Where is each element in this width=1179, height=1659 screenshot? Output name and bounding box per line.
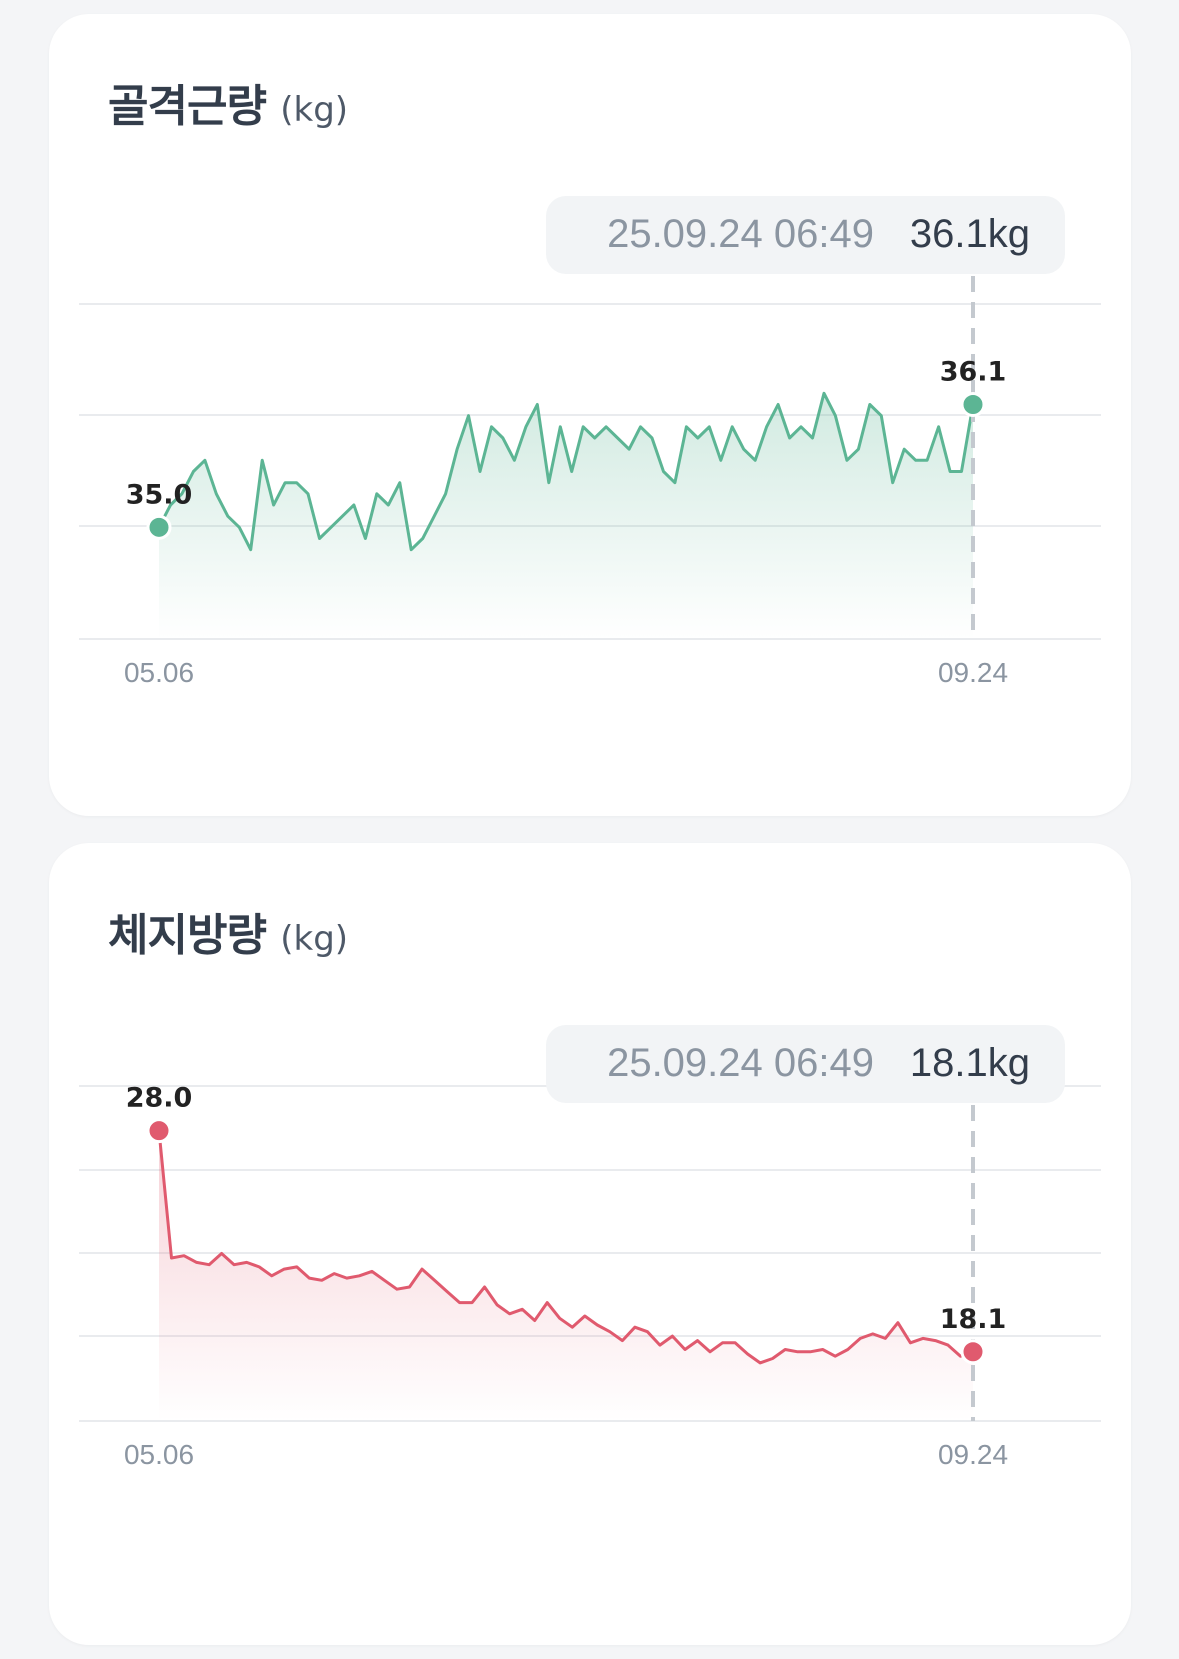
card-unit: (kg) [280,90,349,130]
series-line [157,391,975,552]
tooltip-datetime: 25.09.24 06:49 [607,212,874,256]
x-tick-label: 09.24 [938,657,1008,688]
start-point[interactable] [146,514,172,540]
end-point[interactable] [960,392,986,417]
series-line [157,1130,974,1365]
card-title: 체지방량 (kg) [108,910,349,961]
x-tick-label: 05.06 [124,1439,194,1470]
card-unit: (kg) [280,919,349,959]
body-fat-card: 체지방량 (kg) 28.0 18.1 05.06 09.24 25.09.24 06… [49,843,1131,1645]
start-point[interactable] [146,1118,172,1144]
value-tooltip: 25.09.24 06:49 36.1kg [546,196,1065,274]
end-value-label: 36.1 [940,357,1007,388]
series-area [159,1130,973,1421]
series-area [159,393,973,639]
end-value-label: 18.1 [940,1304,1007,1335]
skeletal-muscle-chart[interactable]: 35.0 36.1 05.06 09.24 [49,14,1131,816]
start-value-label: 28.0 [126,1083,193,1114]
value-tooltip: 25.09.24 06:49 18.1kg [546,1025,1065,1103]
start-value-label: 35.0 [126,479,193,510]
x-tick-label: 05.06 [124,657,194,688]
tooltip-value: 18.1kg [909,1041,1030,1085]
x-tick-label: 09.24 [938,1439,1008,1470]
end-point[interactable] [960,1339,986,1365]
body-fat-chart[interactable]: 28.0 18.1 05.06 09.24 [49,843,1131,1645]
card-title: 골격근량 (kg) [108,81,349,132]
tooltip-value: 36.1kg [909,212,1030,256]
skeletal-muscle-card: 골격근량 (kg) 35.0 36.1 05.06 09.24 25.09.24 06… [49,14,1131,816]
tooltip-datetime: 25.09.24 06:49 [607,1041,874,1085]
